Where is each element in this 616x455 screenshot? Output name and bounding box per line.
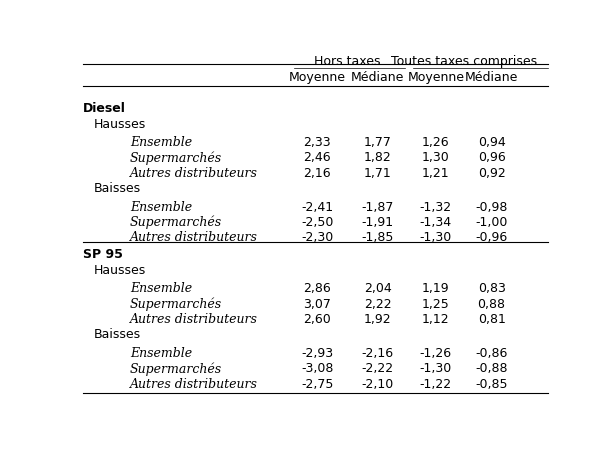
Text: 2,86: 2,86: [303, 282, 331, 295]
Text: -3,08: -3,08: [301, 362, 333, 374]
Text: Autres distributeurs: Autres distributeurs: [130, 313, 257, 325]
Text: 2,04: 2,04: [364, 282, 392, 295]
Text: Diesel: Diesel: [83, 102, 126, 115]
Text: -1,00: -1,00: [476, 216, 508, 228]
Text: Supermarchés: Supermarchés: [130, 151, 222, 164]
Text: -2,41: -2,41: [301, 200, 333, 213]
Text: Autres distributeurs: Autres distributeurs: [130, 377, 257, 390]
Text: 2,22: 2,22: [364, 297, 392, 310]
Text: 1,25: 1,25: [422, 297, 450, 310]
Text: Supermarchés: Supermarchés: [130, 297, 222, 310]
Text: 0,94: 0,94: [478, 136, 506, 149]
Text: -0,85: -0,85: [476, 377, 508, 390]
Text: -2,75: -2,75: [301, 377, 333, 390]
Text: 0,88: 0,88: [477, 297, 506, 310]
Text: -2,93: -2,93: [301, 346, 333, 359]
Text: Ensemble: Ensemble: [130, 282, 192, 295]
Text: -2,30: -2,30: [301, 231, 333, 244]
Text: -1,87: -1,87: [362, 200, 394, 213]
Text: -1,26: -1,26: [419, 346, 452, 359]
Text: Moyenne: Moyenne: [407, 71, 464, 83]
Text: -1,22: -1,22: [419, 377, 452, 390]
Text: -2,50: -2,50: [301, 216, 333, 228]
Text: -2,10: -2,10: [362, 377, 394, 390]
Text: Hausses: Hausses: [94, 263, 147, 276]
Text: 2,46: 2,46: [304, 151, 331, 164]
Text: 1,71: 1,71: [364, 167, 392, 179]
Text: Autres distributeurs: Autres distributeurs: [130, 231, 257, 244]
Text: -1,34: -1,34: [419, 216, 452, 228]
Text: -1,85: -1,85: [362, 231, 394, 244]
Text: 2,60: 2,60: [303, 313, 331, 325]
Text: 1,12: 1,12: [422, 313, 450, 325]
Text: 0,83: 0,83: [477, 282, 506, 295]
Text: 0,92: 0,92: [478, 167, 506, 179]
Text: Moyenne: Moyenne: [289, 71, 346, 83]
Text: Ensemble: Ensemble: [130, 200, 192, 213]
Text: 1,92: 1,92: [364, 313, 392, 325]
Text: 1,21: 1,21: [422, 167, 450, 179]
Text: 1,19: 1,19: [422, 282, 450, 295]
Text: -0,86: -0,86: [476, 346, 508, 359]
Text: Baisses: Baisses: [94, 182, 141, 195]
Text: Hausses: Hausses: [94, 117, 147, 130]
Text: Toutes taxes comprises: Toutes taxes comprises: [391, 55, 537, 68]
Text: 1,30: 1,30: [422, 151, 450, 164]
Text: -0,96: -0,96: [476, 231, 508, 244]
Text: 2,16: 2,16: [304, 167, 331, 179]
Text: -1,30: -1,30: [419, 362, 452, 374]
Text: -2,22: -2,22: [362, 362, 394, 374]
Text: Ensemble: Ensemble: [130, 136, 192, 149]
Text: Supermarchés: Supermarchés: [130, 215, 222, 229]
Text: Supermarchés: Supermarchés: [130, 361, 222, 375]
Text: Médiane: Médiane: [351, 71, 404, 83]
Text: Ensemble: Ensemble: [130, 346, 192, 359]
Text: -0,98: -0,98: [476, 200, 508, 213]
Text: 3,07: 3,07: [303, 297, 331, 310]
Text: 1,26: 1,26: [422, 136, 450, 149]
Text: SP 95: SP 95: [83, 248, 123, 261]
Text: 1,77: 1,77: [364, 136, 392, 149]
Text: -1,30: -1,30: [419, 231, 452, 244]
Text: Médiane: Médiane: [465, 71, 518, 83]
Text: 1,82: 1,82: [364, 151, 392, 164]
Text: Autres distributeurs: Autres distributeurs: [130, 167, 257, 179]
Text: -0,88: -0,88: [476, 362, 508, 374]
Text: Hors taxes: Hors taxes: [314, 55, 381, 68]
Text: 0,96: 0,96: [478, 151, 506, 164]
Text: -1,91: -1,91: [362, 216, 394, 228]
Text: 2,33: 2,33: [304, 136, 331, 149]
Text: -1,32: -1,32: [419, 200, 452, 213]
Text: 0,81: 0,81: [477, 313, 506, 325]
Text: -2,16: -2,16: [362, 346, 394, 359]
Text: Baisses: Baisses: [94, 328, 141, 341]
